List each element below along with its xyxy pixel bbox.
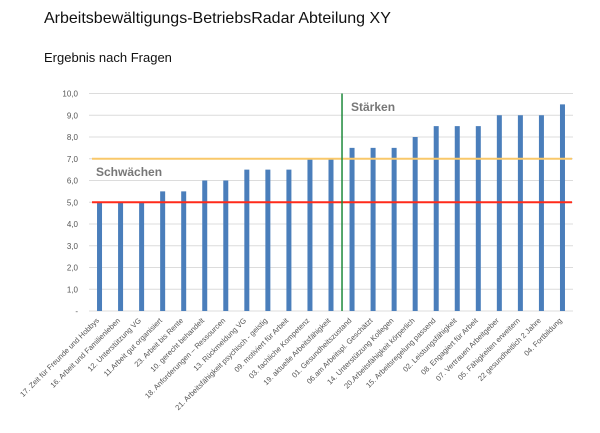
- bar: [370, 147, 376, 311]
- bar: [160, 191, 166, 311]
- bar: [139, 202, 145, 311]
- bar: [517, 115, 523, 311]
- annotation-schwaechen: Schwächen: [96, 165, 162, 179]
- bar: [328, 158, 334, 311]
- annotation-staerken: Stärken: [351, 100, 395, 114]
- bar: [391, 147, 397, 311]
- bar: [412, 137, 418, 311]
- bar: [433, 126, 439, 311]
- bar: [181, 191, 187, 311]
- y-tick-label: -: [75, 307, 78, 316]
- y-tick-label: 3,0: [67, 242, 79, 251]
- bar: [475, 126, 481, 311]
- bar: [118, 202, 124, 311]
- y-tick-label: 9,0: [67, 111, 79, 120]
- y-tick-label: 7,0: [67, 155, 79, 164]
- y-tick-label: 8,0: [67, 133, 79, 142]
- bar: [244, 169, 250, 311]
- bar: [496, 115, 502, 311]
- x-tick-label: 17. Zeit für Freunde und Hobbys: [18, 316, 101, 399]
- bar: [307, 158, 313, 311]
- y-tick-label: 4,0: [67, 220, 79, 229]
- y-tick-label: 2,0: [67, 264, 79, 273]
- x-tick-label: 04. Fortbildung: [522, 316, 564, 358]
- y-tick-label: 10,0: [62, 90, 78, 99]
- bar: [97, 202, 103, 311]
- bar: [223, 180, 229, 311]
- chart-subtitle: Ergebnis nach Fragen: [44, 50, 172, 65]
- chart-title: Arbeitsbewältigungs-BetriebsRadar Abteil…: [44, 10, 391, 27]
- y-tick-label: 5,0: [67, 198, 79, 207]
- bar: [265, 169, 271, 311]
- y-tick-label: 1,0: [67, 285, 79, 294]
- bar: [538, 115, 544, 311]
- bar: [286, 169, 292, 311]
- y-tick-label: 6,0: [67, 177, 79, 186]
- bar: [559, 104, 565, 311]
- bar: [454, 126, 460, 311]
- bar: [202, 180, 208, 311]
- bar: [349, 147, 355, 311]
